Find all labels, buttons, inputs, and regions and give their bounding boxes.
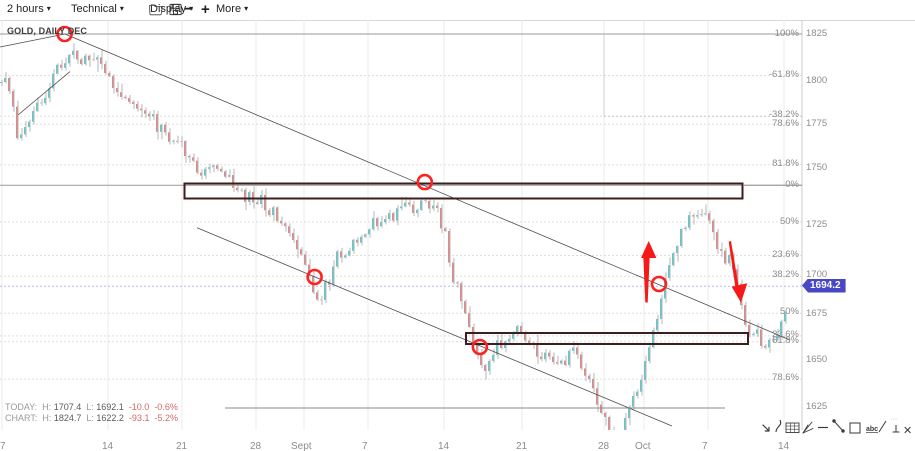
svg-text:'''': '''' [891, 418, 898, 425]
svg-text:abc: abc [866, 426, 878, 433]
svg-text:✕: ✕ [903, 425, 912, 435]
